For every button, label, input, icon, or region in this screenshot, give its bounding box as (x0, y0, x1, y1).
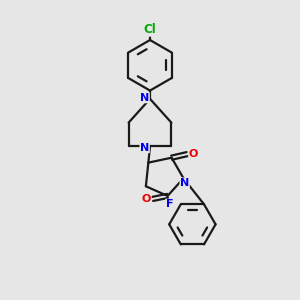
Text: N: N (180, 178, 189, 188)
Text: N: N (140, 142, 149, 153)
Text: O: O (142, 194, 151, 204)
Text: Cl: Cl (144, 23, 156, 36)
Text: N: N (140, 93, 149, 103)
Text: O: O (189, 149, 198, 159)
Text: F: F (166, 199, 173, 209)
